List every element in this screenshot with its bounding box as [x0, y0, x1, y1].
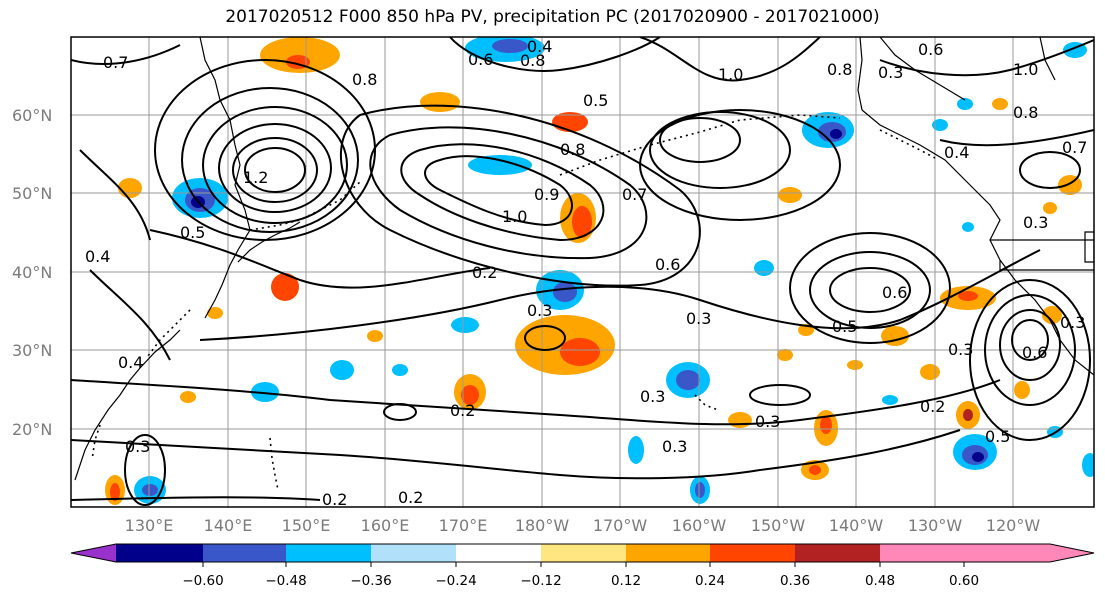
contour-label: 0.8 — [520, 51, 545, 70]
contour-label: 0.8 — [1013, 103, 1038, 122]
lon-label: 130°W — [908, 516, 963, 535]
colorbar-tick-label: 0.24 — [695, 573, 725, 589]
lon-label: 150°E — [282, 516, 331, 535]
lon-label: 160°W — [672, 516, 727, 535]
contour-label: 0.5 — [583, 91, 608, 110]
contour-label: 0.3 — [1023, 213, 1048, 232]
contour-label: 0.7 — [1062, 138, 1087, 157]
colorbar-segment — [541, 544, 626, 562]
contour-label: 0.6 — [882, 283, 907, 302]
contour-label: 0.3 — [686, 309, 711, 328]
contour-label: 1.0 — [502, 207, 527, 226]
contour-label: 0.7 — [103, 53, 128, 72]
longitude-labels: 130°E 140°E 150°E 160°E 170°E 180°W 170°… — [125, 516, 1041, 535]
colorbar-tick-label: 0.48 — [865, 573, 895, 589]
lon-label: 170°W — [593, 516, 648, 535]
contour-label: 1.0 — [1013, 60, 1038, 79]
contour-label: 0.3 — [527, 301, 552, 320]
lon-label: 150°W — [751, 516, 806, 535]
contour-label: 0.3 — [1060, 313, 1085, 332]
colorbar-segment — [371, 544, 456, 562]
contour-label: 0.2 — [920, 397, 945, 416]
lat-label-30n: 30°N — [12, 341, 52, 360]
lon-label: 180°W — [515, 516, 570, 535]
contour-label: 0.3 — [948, 340, 973, 359]
contour-label: 0.2 — [450, 401, 475, 420]
colorbar-tick-label: −0.36 — [350, 573, 391, 589]
pv-contours — [71, 37, 1094, 506]
contour-label: 0.5 — [985, 427, 1010, 446]
contour-label: 0.7 — [622, 185, 647, 204]
colorbar-tick-label: −0.24 — [435, 573, 476, 589]
gridlines — [71, 37, 1094, 507]
lon-label: 140°E — [204, 516, 253, 535]
colorbar-tick-label: −0.60 — [182, 573, 223, 589]
colorbar-tick-label: 0.36 — [780, 573, 810, 589]
lat-label-20n: 20°N — [12, 420, 52, 439]
colorbar-max-extend — [964, 544, 1094, 562]
colorbar-tick-labels: −0.60 −0.48 −0.36 −0.24 −0.12 0.12 0.24 … — [182, 573, 979, 589]
contour-label: 0.6 — [655, 255, 680, 274]
figure-title: 2017020512 F000 850 hPa PV, precipitatio… — [225, 7, 880, 27]
latitude-labels: 60°N 50°N 40°N 30°N 20°N — [12, 106, 52, 439]
colorbar-segment — [626, 544, 710, 562]
colorbar: −0.60 −0.48 −0.36 −0.24 −0.12 0.12 0.24 … — [70, 543, 1095, 589]
contour-label: 0.5 — [180, 223, 205, 242]
lon-label: 170°E — [439, 516, 488, 535]
contour-label: 0.4 — [944, 143, 969, 162]
colorbar-segment — [203, 544, 286, 562]
lat-label-40n: 40°N — [12, 263, 52, 282]
contour-label: 0.3 — [878, 63, 903, 82]
contour-label: 0.6 — [918, 40, 943, 59]
precip-shading — [105, 37, 1094, 505]
contour-label: 1.2 — [243, 168, 268, 187]
contour-label: 0.4 — [85, 247, 110, 266]
contour-label: 0.6 — [468, 50, 493, 69]
contour-label: 0.4 — [118, 353, 143, 372]
contour-label: 0.3 — [125, 437, 150, 456]
map-panel: 0.7 0.8 0.6 0.4 0.8 0.5 1.0 0.8 0.3 0.6 … — [71, 37, 1094, 509]
lon-label: 130°E — [125, 516, 174, 535]
contour-label: 0.3 — [640, 387, 665, 406]
contour-label: 0.5 — [832, 317, 857, 336]
colorbar-tick-label: 0.60 — [949, 573, 979, 589]
colorbar-tick-label: 0.12 — [611, 573, 641, 589]
colorbar-min-extend — [71, 544, 116, 562]
contour-label: 0.3 — [755, 412, 780, 431]
colorbar-ticks — [202, 562, 965, 567]
contour-label: 0.2 — [322, 490, 347, 509]
contour-label: 0.2 — [472, 263, 497, 282]
colorbar-tick-label: −0.48 — [265, 573, 306, 589]
lat-label-50n: 50°N — [12, 184, 52, 203]
contour-label: 0.6 — [1022, 343, 1047, 362]
colorbar-segment — [116, 544, 203, 562]
contour-label: 0.2 — [398, 488, 423, 507]
colorbar-segment — [286, 544, 371, 562]
lat-label-60n: 60°N — [12, 106, 52, 125]
colorbar-outline — [70, 543, 1095, 563]
contour-labels: 0.7 0.8 0.6 0.4 0.8 0.5 1.0 0.8 0.3 0.6 … — [85, 37, 1087, 509]
contour-label: 0.8 — [352, 70, 377, 89]
lon-label: 160°E — [361, 516, 410, 535]
colorbar-segment — [456, 544, 541, 562]
map-border — [70, 36, 1095, 508]
colorbar-segment — [795, 544, 880, 562]
contour-label: 0.3 — [662, 437, 687, 456]
contour-label: 1.0 — [718, 65, 743, 84]
lon-label: 120°W — [986, 516, 1041, 535]
island-chains — [91, 114, 936, 491]
lon-label: 140°W — [829, 516, 884, 535]
colorbar-tick-label: −0.12 — [520, 573, 561, 589]
contour-label: 0.4 — [527, 37, 552, 56]
negative-anomaly-regions — [134, 37, 1094, 504]
colorbar-segment — [710, 544, 795, 562]
colorbar-segment — [880, 544, 964, 562]
contour-label: 0.8 — [827, 60, 852, 79]
contour-label: 0.8 — [560, 140, 585, 159]
contour-label: 0.9 — [534, 185, 559, 204]
